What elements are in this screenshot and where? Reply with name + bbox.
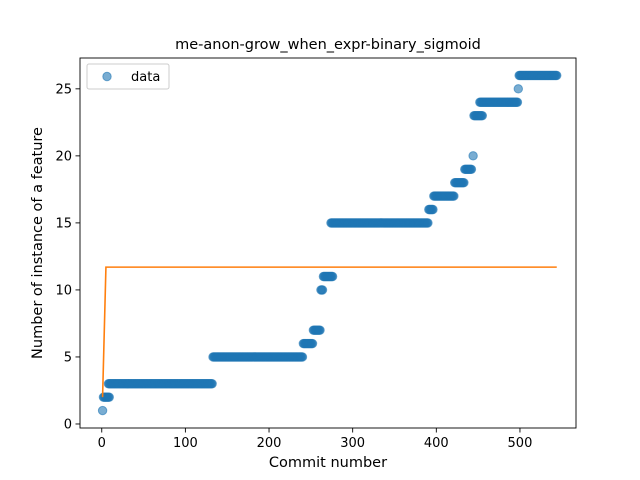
data-point xyxy=(477,110,488,121)
data-point xyxy=(207,379,217,389)
y-tick-label: 5 xyxy=(64,350,72,365)
y-tick-label: 15 xyxy=(55,216,72,231)
data-point xyxy=(317,285,328,295)
axes-frame xyxy=(79,57,577,429)
data-point xyxy=(428,204,438,215)
x-tick-label: 0 xyxy=(98,436,106,451)
data-point xyxy=(97,405,108,416)
y-tick-label: 0 xyxy=(64,417,72,432)
plot-area xyxy=(97,70,562,416)
y-axis-title: Number of instance of a feature xyxy=(30,127,46,359)
data-point xyxy=(104,392,114,402)
data-point xyxy=(307,338,318,349)
fit-line xyxy=(101,266,557,398)
data-point xyxy=(315,325,325,335)
x-tick-label: 300 xyxy=(340,436,365,451)
y-tick-label: 25 xyxy=(55,82,72,97)
y-tick-label: 10 xyxy=(55,283,72,298)
data-point xyxy=(512,97,523,107)
data-point xyxy=(468,151,478,161)
data-point xyxy=(459,177,469,188)
data-point xyxy=(513,84,523,94)
x-tick-label: 400 xyxy=(424,436,449,451)
legend-marker-data xyxy=(102,71,112,82)
legend-box xyxy=(86,63,170,90)
data-point xyxy=(423,218,433,228)
chart-title: me-anon-grow_when_expr-binary_sigmoid xyxy=(175,37,481,53)
data-point xyxy=(466,164,477,174)
data-point xyxy=(552,70,562,81)
data-point xyxy=(297,352,308,362)
x-tick-label: 100 xyxy=(173,436,198,451)
y-tick-label: 20 xyxy=(55,149,72,164)
data-point xyxy=(449,191,459,201)
axes: 0 100 200 300 400 500 0 5 10 15 20 25 xyxy=(55,57,577,451)
legend: data xyxy=(86,63,170,90)
data-point xyxy=(327,271,338,282)
x-axis-title: Commit number xyxy=(269,455,387,471)
x-tick-label: 200 xyxy=(257,436,282,451)
x-tick-label: 500 xyxy=(508,436,533,451)
legend-label-data: data xyxy=(131,70,160,85)
